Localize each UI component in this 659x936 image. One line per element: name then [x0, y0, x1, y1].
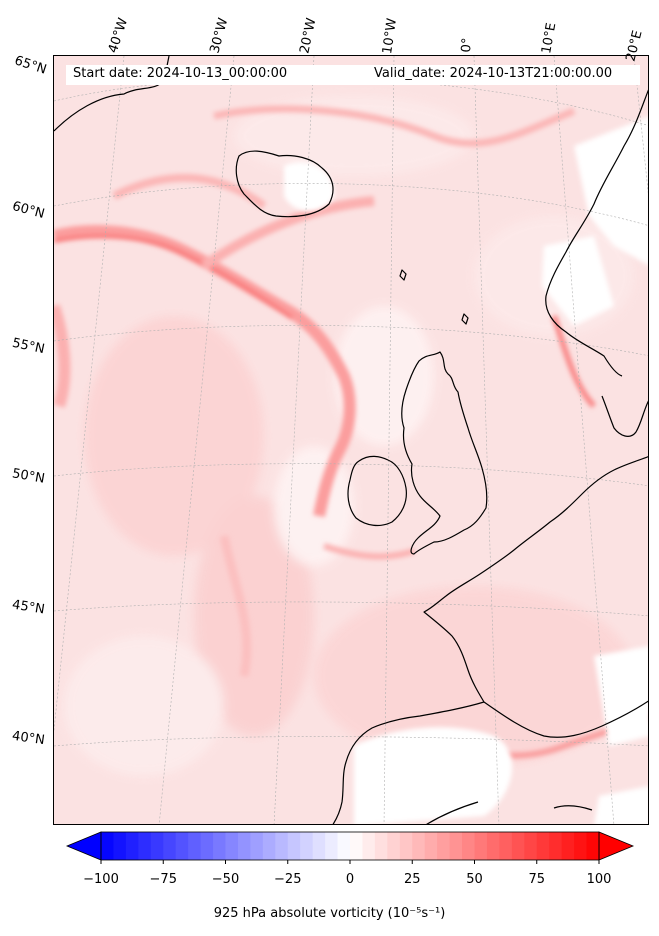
colorbar-cell	[536, 832, 550, 860]
colorbar-cell	[237, 832, 251, 860]
colorbar-cell	[449, 832, 463, 860]
lat-label-50n: 50°N	[10, 466, 46, 487]
colorbar-cell	[499, 832, 513, 860]
colorbar-cell	[362, 832, 376, 860]
colorbar-cell	[586, 832, 600, 860]
colorbar-cell	[125, 832, 139, 860]
lon-label-0: 0°	[459, 37, 476, 53]
colorbar-cell	[138, 832, 152, 860]
colorbar-cell	[399, 832, 413, 860]
colorbar-cell	[574, 832, 588, 860]
lon-label-10w: 10°W	[380, 17, 400, 55]
colorbar-tick-label: 0	[345, 872, 355, 887]
header-bar	[66, 65, 640, 85]
colorbar-tick-label: 75	[528, 872, 546, 887]
colorbar-cell	[101, 832, 114, 860]
colorbar-cell	[262, 832, 276, 860]
vorticity-map	[54, 56, 648, 824]
lat-label-55n: 55°N	[10, 335, 46, 358]
colorbar-cell	[524, 832, 538, 860]
colorbar-cell	[374, 832, 388, 860]
lon-label-30w: 30°W	[207, 16, 232, 55]
colorbar-cell	[337, 832, 351, 860]
colorbar-tick-label: 50	[466, 872, 483, 887]
lat-label-60n: 60°N	[10, 199, 47, 222]
colorbar-cell	[275, 832, 289, 860]
colorbar-tick-label: 25	[403, 872, 421, 887]
lon-label-40w: 40°W	[105, 16, 132, 55]
colorbar-cell	[511, 832, 525, 860]
colorbar-cell	[225, 832, 239, 860]
lat-label-45n: 45°N	[11, 597, 46, 618]
colorbar-cell	[462, 832, 475, 860]
colorbar-cell	[486, 832, 500, 860]
colorbar-tick-label: −100	[83, 872, 119, 887]
colorbar-tick-label: −25	[274, 872, 302, 887]
colorbar-cell	[424, 832, 438, 860]
colorbar-cell	[474, 832, 488, 860]
map-panel	[53, 55, 649, 825]
lat-label-40n: 40°N	[11, 728, 46, 749]
valid-date-label: Valid_date: 2024-10-13T21:00:00.00	[374, 66, 613, 81]
graticule	[54, 56, 648, 824]
colorbar-title: 925 hPa absolute vorticity (10⁻⁵s⁻¹)	[213, 906, 446, 921]
colorbar-min-extend	[65, 831, 102, 861]
colorbar-tick-label: −75	[149, 872, 177, 887]
colorbar-cell	[300, 832, 314, 860]
colorbar-cell	[163, 832, 177, 860]
vorticity-field	[54, 56, 648, 824]
colorbar-cell	[188, 832, 202, 860]
colorbar-cell	[437, 832, 451, 860]
colorbar-cell	[412, 832, 426, 860]
colorbar-ticks	[100, 860, 600, 864]
colorbar-max-extend	[598, 831, 635, 861]
colorbar-cell	[250, 832, 264, 860]
colorbar-cell	[350, 832, 363, 860]
colorbar-cell	[387, 832, 401, 860]
colorbar-cell	[150, 832, 164, 860]
colorbar-cell	[287, 832, 301, 860]
coastlines	[54, 56, 648, 824]
colorbar-cell	[213, 832, 226, 860]
colorbar-cell	[549, 832, 563, 860]
colorbar	[65, 831, 635, 864]
start-date-label: Start date: 2024-10-13_00:00:00	[73, 66, 288, 81]
lat-label-65n: 65°N	[12, 53, 49, 78]
colorbar-cells	[101, 832, 600, 860]
colorbar-tick-label: −50	[211, 872, 240, 887]
colorbar-cell	[561, 832, 575, 860]
colorbar-cell	[200, 832, 214, 860]
colorbar-cell	[113, 832, 127, 860]
colorbar-cell	[312, 832, 326, 860]
lon-label-10e: 10°E	[539, 21, 560, 56]
colorbar-cell	[325, 832, 339, 860]
colorbar-cell	[175, 832, 189, 860]
lon-label-20w: 20°W	[297, 16, 320, 55]
colorbar-tick-label: 100	[586, 872, 612, 887]
